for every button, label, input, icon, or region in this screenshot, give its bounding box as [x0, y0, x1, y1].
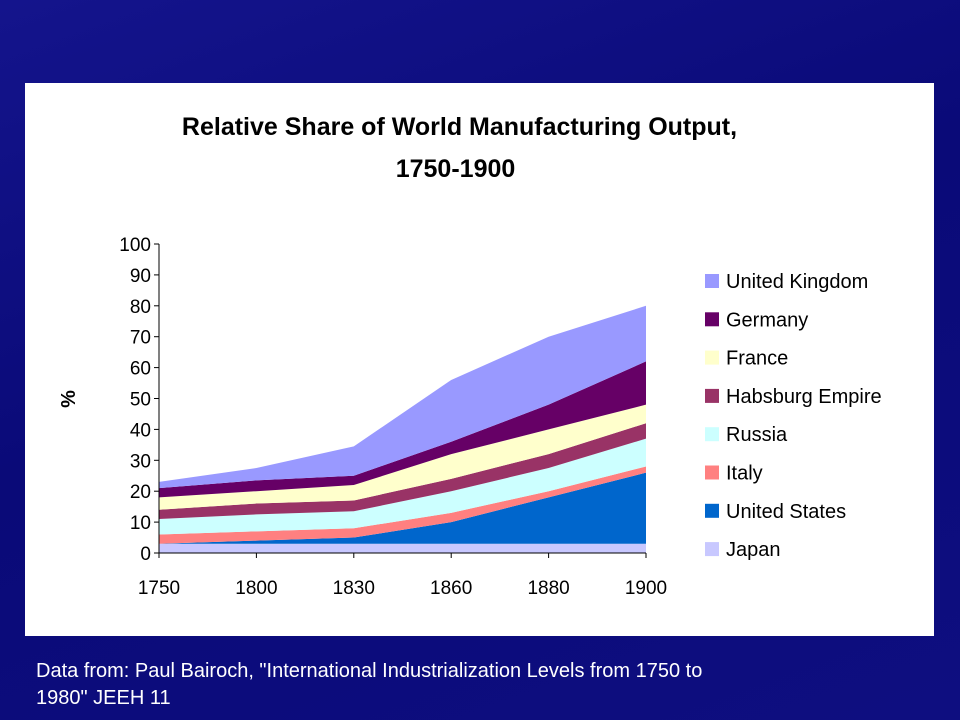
- x-tick-label: 1880: [527, 578, 569, 599]
- legend-label-united-kingdom: United Kingdom: [726, 271, 868, 293]
- legend-swatch-germany: [705, 312, 719, 327]
- x-tick-label: 1830: [333, 578, 375, 599]
- legend-label-russia: Russia: [726, 424, 788, 446]
- y-tick-label: 0: [140, 544, 151, 565]
- area-united-kingdom: [159, 305, 646, 489]
- legend-label-japan: Japan: [726, 539, 781, 561]
- legend-label-italy: Italy: [726, 463, 763, 485]
- legend: United Kingdom Germany France Habsburg Empi…: [705, 271, 882, 561]
- y-tick-label: 80: [130, 297, 151, 318]
- y-tick-label: 50: [130, 390, 151, 411]
- legend-swatch-russia: [705, 427, 719, 442]
- chart-panel: Relative Share of World Manufacturing Ou…: [25, 83, 934, 636]
- legend-label-united-states: United States: [726, 501, 846, 523]
- caption-line-2: 1980" JEEH 11: [36, 687, 171, 709]
- legend-label-germany: Germany: [726, 309, 808, 331]
- area-united-states: [159, 472, 646, 544]
- source-caption: Data from: Paul Bairoch, "International …: [36, 658, 916, 712]
- x-tick-label: 1900: [625, 578, 667, 599]
- area-italy: [159, 466, 646, 544]
- y-tick-label: 70: [130, 328, 151, 349]
- legend-swatch-habsburg-empire: [705, 388, 719, 403]
- legend-label-france: France: [726, 348, 788, 370]
- legend-swatch-united-kingdom: [705, 274, 719, 288]
- stacked-area-chart: 0 10 20 30 40 50 60 70 80 90 100 1750 1800 1830 1860 18…: [58, 235, 882, 599]
- caption-line-1: Data from: Paul Bairoch, "International …: [36, 660, 703, 682]
- area-russia: [159, 438, 646, 535]
- legend-swatch-italy: [705, 465, 719, 480]
- y-tick-label: 90: [130, 266, 151, 287]
- x-tick-label: 1800: [235, 578, 277, 599]
- chart-title-years: 1750-1900: [395, 155, 516, 183]
- legend-label-habsburg-empire: Habsburg Empire: [726, 386, 882, 408]
- y-tick-label: 20: [130, 482, 151, 503]
- chart-title: Relative Share of World Manufacturing Ou…: [181, 113, 738, 141]
- y-axis-label: %: [58, 390, 80, 408]
- legend-swatch-united-states: [705, 503, 719, 518]
- y-tick-label: 40: [130, 420, 151, 441]
- area-series-group: [159, 305, 646, 553]
- x-tick-label: 1750: [138, 578, 180, 599]
- y-tick-label: 100: [119, 235, 151, 256]
- area-habsburg-empire: [159, 423, 646, 520]
- legend-swatch-japan: [705, 542, 719, 557]
- y-tick-label: 10: [130, 513, 151, 534]
- x-tick-label: 1860: [430, 578, 472, 599]
- area-france: [159, 404, 646, 510]
- area-japan: [159, 543, 646, 553]
- y-tick-label: 60: [130, 359, 151, 380]
- legend-swatch-france: [705, 350, 719, 365]
- y-tick-label: 30: [130, 451, 151, 472]
